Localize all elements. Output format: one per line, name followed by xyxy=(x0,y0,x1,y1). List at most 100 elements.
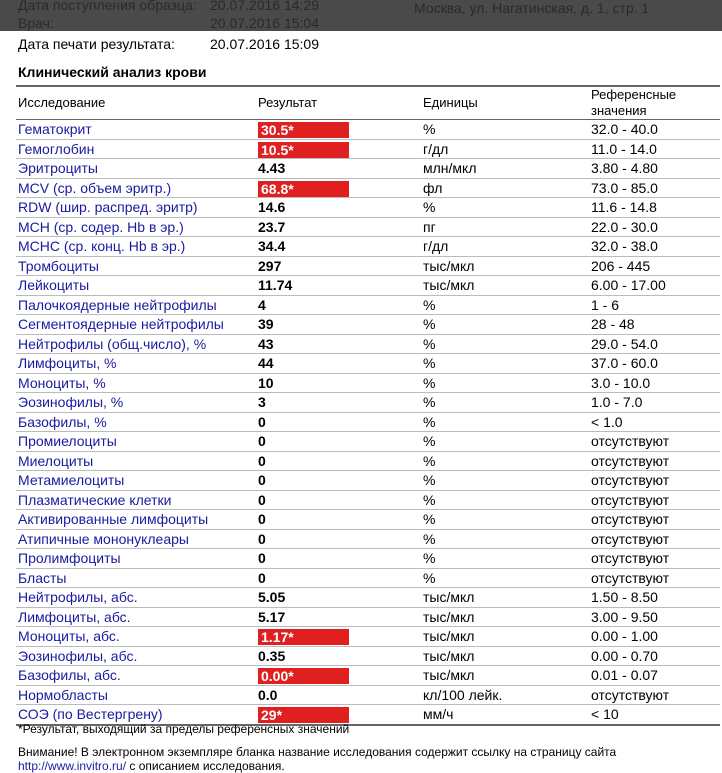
table-row: Базофилы, абс. 0.00* тыс/мкл 0.01 - 0.07 xyxy=(16,665,720,686)
reference-cell: 1 - 6 xyxy=(589,295,720,315)
test-name-link[interactable]: Нейтрофилы (общ.число), % xyxy=(16,334,256,354)
test-name-link[interactable]: Сегментоядерные нейтрофилы xyxy=(16,314,256,335)
reference-cell: 1.0 - 7.0 xyxy=(589,392,720,413)
result-value: 39 xyxy=(258,316,274,333)
test-name-link[interactable]: Эритроциты xyxy=(16,158,256,179)
notice: Внимание! В электронном экземпляре бланк… xyxy=(18,745,722,773)
result-value: 5.05 xyxy=(258,589,286,606)
table-row: Миелоциты 0% отсутствуют xyxy=(16,451,720,471)
test-name-link[interactable]: Бласты xyxy=(16,568,256,588)
result-cell: 0 xyxy=(256,548,421,569)
test-name-link[interactable]: MCV (ср. объем эритр.) xyxy=(16,178,256,198)
units-cell: фл xyxy=(421,178,589,198)
test-name-link[interactable]: Лимфоциты, абс. xyxy=(16,607,256,627)
notice-text-end: с описанием исследования. xyxy=(126,759,285,773)
test-name-link[interactable]: Промиелоциты xyxy=(16,431,256,452)
units-cell: г/дл xyxy=(421,236,589,257)
reference-cell: 1.50 - 8.50 xyxy=(589,587,720,608)
test-name-link[interactable]: СОЭ (по Вестергрену) xyxy=(16,704,256,726)
result-value: 0 xyxy=(258,472,266,489)
reference-cell: 22.0 - 30.0 xyxy=(589,217,720,237)
result-cell: 0 xyxy=(256,509,421,530)
test-name-link[interactable]: RDW (шир. распред. эритр) xyxy=(16,197,256,218)
units-cell: % xyxy=(421,412,589,432)
result-value: 11.74 xyxy=(258,277,293,294)
result-value: 34.4 xyxy=(258,238,286,255)
col-test: Исследование xyxy=(16,85,256,120)
units-cell: % xyxy=(421,451,589,471)
reference-cell: 0.00 - 1.00 xyxy=(589,626,720,647)
result-cell: 0.0 xyxy=(256,685,421,705)
results-table: Исследование Результат Единицы Референсн… xyxy=(16,85,720,726)
test-name-link[interactable]: Активированные лимфоциты xyxy=(16,509,256,530)
reference-cell: отсутствуют xyxy=(589,470,720,491)
result-cell: 68.8* xyxy=(256,178,421,198)
test-name-link[interactable]: Моноциты, абс. xyxy=(16,626,256,647)
result-cell: 0.35 xyxy=(256,646,421,666)
units-cell: тыс/мкл xyxy=(421,587,589,608)
out-of-range-result: 29* xyxy=(258,707,349,723)
units-cell: тыс/мкл xyxy=(421,646,589,666)
units-cell: % xyxy=(421,119,589,140)
test-name-link[interactable]: Тромбоциты xyxy=(16,256,256,276)
result-value: 4 xyxy=(258,296,266,313)
result-cell: 14.6 xyxy=(256,197,421,218)
reference-cell: 32.0 - 38.0 xyxy=(589,236,720,257)
table-row: Пролимфоциты 0% отсутствуют xyxy=(16,548,720,569)
result-cell: 30.5* xyxy=(256,119,421,140)
units-cell: тыс/мкл xyxy=(421,626,589,647)
result-cell: 297 xyxy=(256,256,421,276)
table-row: MCHC (ср. конц. Hb в эр.) 34.4 г/дл 32.0 - … xyxy=(16,236,720,257)
test-name-link[interactable]: Эозинофилы, абс. xyxy=(16,646,256,666)
units-cell: % xyxy=(421,197,589,218)
reference-cell: отсутствуют xyxy=(589,568,720,588)
test-name-link[interactable]: Моноциты, % xyxy=(16,373,256,393)
test-name-link[interactable]: Пролимфоциты xyxy=(16,548,256,569)
table-row: Нейтрофилы, абс. 5.05 тыс/мкл 1.50 - 8.50 xyxy=(16,587,720,608)
result-cell: 4 xyxy=(256,295,421,315)
result-cell: 0.00* xyxy=(256,665,421,686)
notice-text: Внимание! В электронном экземпляре бланк… xyxy=(18,745,617,759)
units-cell: тыс/мкл xyxy=(421,607,589,627)
test-name-link[interactable]: Лейкоциты xyxy=(16,275,256,296)
test-name-link[interactable]: Атипичные мононуклеары xyxy=(16,529,256,549)
test-name-link[interactable]: Миелоциты xyxy=(16,451,256,471)
test-name-link[interactable]: MCH (ср. содер. Hb в эр.) xyxy=(16,217,256,237)
test-name-link[interactable]: Палочкоядерные нейтрофилы xyxy=(16,295,256,315)
result-cell: 3 xyxy=(256,392,421,413)
result-cell: 0 xyxy=(256,490,421,510)
result-value: 0 xyxy=(258,550,266,567)
test-name-link[interactable]: Плазматические клетки xyxy=(16,490,256,510)
units-cell: % xyxy=(421,353,589,374)
test-name-link[interactable]: Эозинофилы, % xyxy=(16,392,256,413)
result-value: 3 xyxy=(258,394,266,411)
test-name-link[interactable]: Метамиелоциты xyxy=(16,470,256,491)
test-name-link[interactable]: Лимфоциты, % xyxy=(16,353,256,374)
test-name-link[interactable]: Гематокрит xyxy=(16,119,256,140)
units-cell: % xyxy=(421,548,589,569)
test-name-link[interactable]: Базофилы, абс. xyxy=(16,665,256,686)
result-value: 0 xyxy=(258,413,266,430)
test-name-link[interactable]: Нейтрофилы, абс. xyxy=(16,587,256,608)
reference-cell: 37.0 - 60.0 xyxy=(589,353,720,374)
reference-cell: 11.0 - 14.0 xyxy=(589,139,720,159)
result-cell: 1.17* xyxy=(256,626,421,647)
test-name-link[interactable]: Гемоглобин xyxy=(16,139,256,159)
table-row: Лимфоциты, % 44% 37.0 - 60.0 xyxy=(16,353,720,374)
result-value: 5.17 xyxy=(258,608,286,625)
result-cell: 0 xyxy=(256,431,421,452)
out-of-range-result: 68.8* xyxy=(258,180,349,197)
reference-cell: 3.00 - 9.50 xyxy=(589,607,720,627)
reference-cell: 11.6 - 14.8 xyxy=(589,197,720,218)
test-name-link[interactable]: Базофилы, % xyxy=(16,412,256,432)
table-row: RDW (шир. распред. эритр) 14.6% 11.6 - 14.… xyxy=(16,197,720,218)
units-cell: % xyxy=(421,529,589,549)
units-cell: тыс/мкл xyxy=(421,665,589,686)
table-row: Промиелоциты 0% отсутствуют xyxy=(16,431,720,452)
reference-cell: < 1.0 xyxy=(589,412,720,432)
test-name-link[interactable]: MCHC (ср. конц. Hb в эр.) xyxy=(16,236,256,257)
doctor-label: Врач: xyxy=(18,15,54,31)
invitro-link[interactable]: http://www.invitro.ru/ xyxy=(18,759,127,773)
test-name-link[interactable]: Нормобласты xyxy=(16,685,256,705)
result-cell: 5.17 xyxy=(256,607,421,627)
